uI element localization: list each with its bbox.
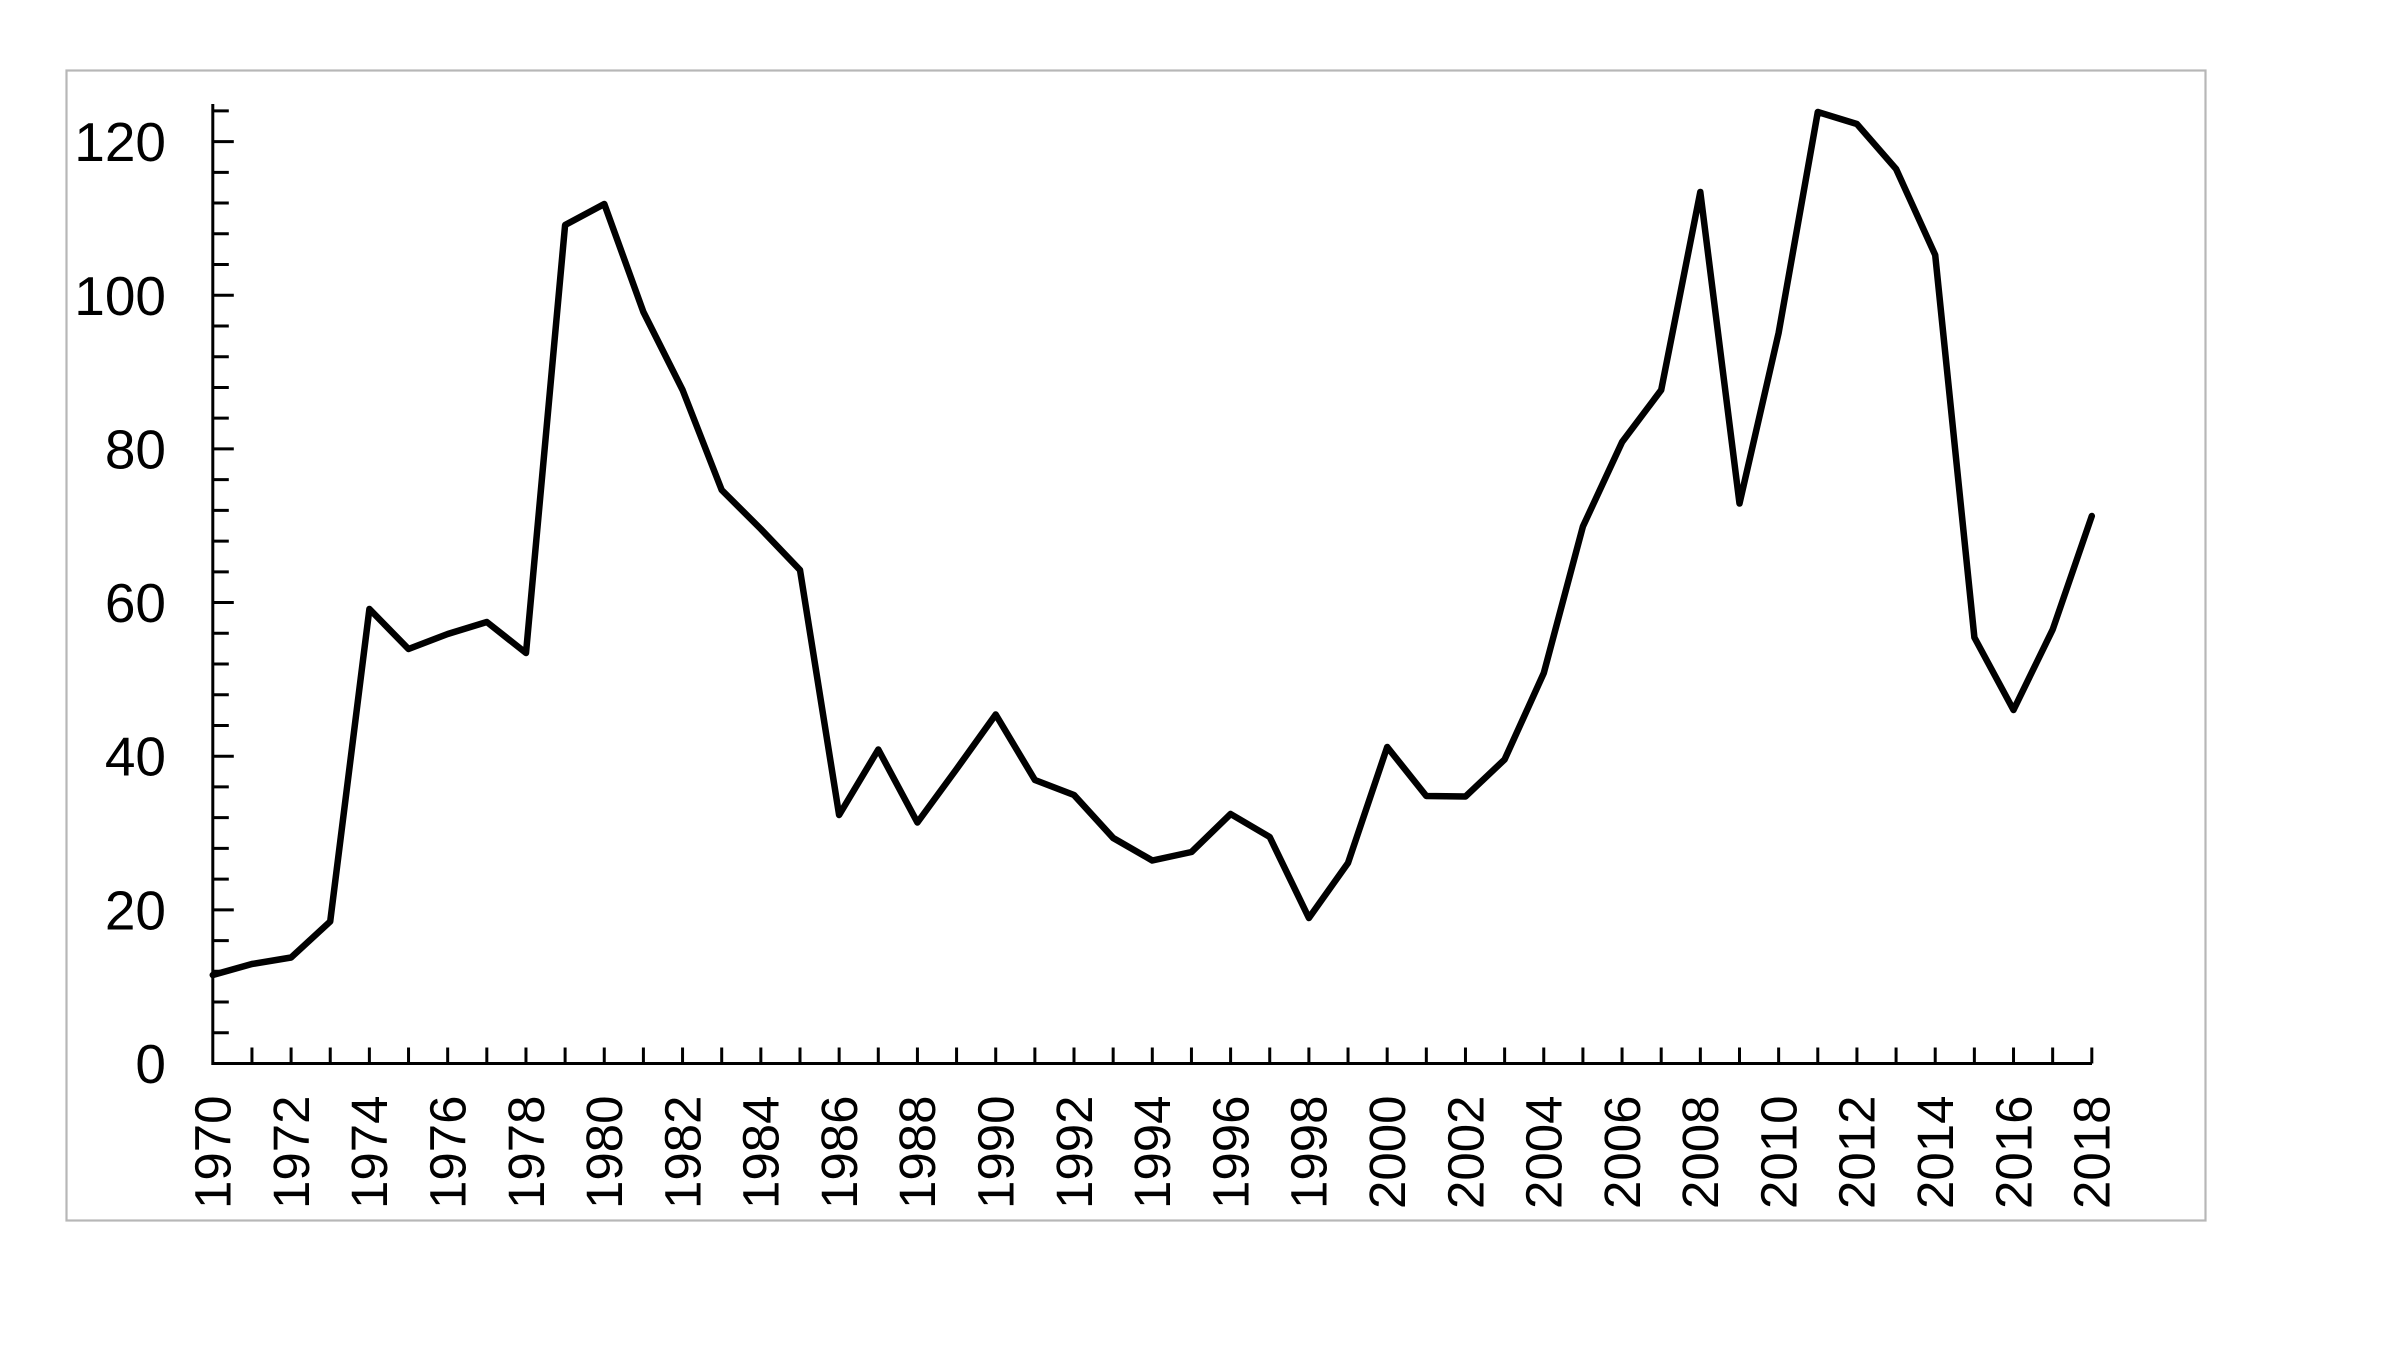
svg-text:1996: 1996 (1202, 1096, 1259, 1209)
svg-text:40: 40 (105, 726, 166, 788)
svg-text:2018: 2018 (2064, 1096, 2121, 1209)
svg-text:2000: 2000 (1359, 1096, 1416, 1209)
svg-text:1998: 1998 (1281, 1096, 1338, 1209)
svg-text:1978: 1978 (498, 1096, 555, 1209)
svg-text:1986: 1986 (811, 1096, 868, 1209)
svg-text:1990: 1990 (968, 1096, 1025, 1209)
svg-text:0: 0 (135, 1033, 166, 1095)
svg-text:2006: 2006 (1594, 1096, 1651, 1209)
svg-text:2008: 2008 (1672, 1096, 1729, 1209)
svg-text:1982: 1982 (654, 1096, 711, 1209)
svg-text:1980: 1980 (576, 1096, 633, 1209)
svg-text:2012: 2012 (1829, 1096, 1886, 1209)
svg-text:1974: 1974 (341, 1096, 398, 1209)
svg-text:2016: 2016 (1985, 1096, 2042, 1209)
svg-text:1994: 1994 (1124, 1096, 1181, 1209)
svg-text:1976: 1976 (420, 1096, 477, 1209)
svg-text:100: 100 (74, 265, 166, 327)
svg-text:1972: 1972 (263, 1096, 320, 1209)
svg-text:80: 80 (105, 418, 166, 480)
svg-text:1984: 1984 (733, 1096, 790, 1209)
svg-text:20: 20 (105, 879, 166, 941)
svg-text:2014: 2014 (1907, 1096, 1964, 1209)
svg-text:1970: 1970 (185, 1096, 242, 1209)
svg-text:1992: 1992 (1046, 1096, 1103, 1209)
svg-text:60: 60 (105, 572, 166, 634)
svg-text:2004: 2004 (1516, 1096, 1573, 1209)
svg-text:2010: 2010 (1750, 1096, 1807, 1209)
svg-text:120: 120 (74, 111, 166, 173)
svg-text:2002: 2002 (1437, 1096, 1494, 1209)
svg-text:1988: 1988 (889, 1096, 946, 1209)
